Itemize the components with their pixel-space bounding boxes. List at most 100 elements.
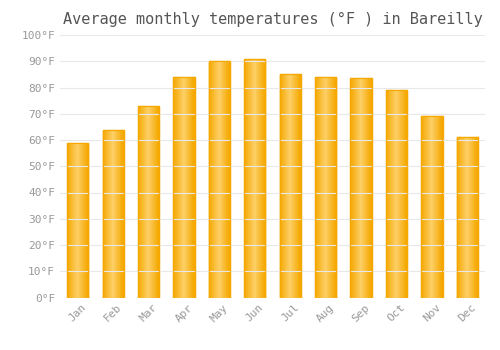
Bar xyxy=(118,130,119,298)
Bar xyxy=(142,106,143,298)
Bar xyxy=(259,58,260,298)
Bar xyxy=(325,77,326,298)
Bar xyxy=(394,90,395,298)
Bar xyxy=(103,130,104,298)
Bar xyxy=(186,77,187,298)
Bar xyxy=(184,77,186,298)
Bar xyxy=(300,75,301,298)
Bar xyxy=(212,61,213,298)
Bar xyxy=(323,77,324,298)
Bar xyxy=(292,75,293,298)
Bar xyxy=(256,58,257,298)
Bar xyxy=(76,143,77,298)
Bar xyxy=(182,77,184,298)
Bar xyxy=(430,116,431,298)
Bar xyxy=(109,130,110,298)
Bar xyxy=(386,90,388,298)
Bar xyxy=(315,77,336,298)
Bar xyxy=(138,106,140,298)
Bar xyxy=(120,130,121,298)
Bar xyxy=(114,130,116,298)
Bar xyxy=(248,58,249,298)
Bar xyxy=(254,58,255,298)
Bar xyxy=(402,90,403,298)
Bar xyxy=(465,137,466,298)
Bar xyxy=(102,130,124,298)
Bar xyxy=(123,130,124,298)
Bar xyxy=(360,78,361,298)
Bar xyxy=(153,106,154,298)
Bar xyxy=(290,75,291,298)
Bar xyxy=(361,78,362,298)
Bar xyxy=(144,106,145,298)
Bar xyxy=(461,137,462,298)
Bar xyxy=(282,75,283,298)
Bar xyxy=(215,61,216,298)
Bar xyxy=(468,137,469,298)
Bar xyxy=(330,77,332,298)
Bar xyxy=(362,78,363,298)
Bar xyxy=(225,61,226,298)
Bar xyxy=(334,77,335,298)
Bar xyxy=(328,77,329,298)
Bar xyxy=(284,75,286,298)
Bar xyxy=(73,143,74,298)
Bar xyxy=(176,77,177,298)
Bar xyxy=(188,77,189,298)
Bar xyxy=(404,90,405,298)
Bar xyxy=(357,78,358,298)
Bar xyxy=(104,130,106,298)
Bar xyxy=(178,77,179,298)
Bar xyxy=(67,143,68,298)
Bar xyxy=(261,58,262,298)
Bar xyxy=(428,116,429,298)
Bar xyxy=(260,58,261,298)
Bar xyxy=(224,61,225,298)
Bar xyxy=(68,143,69,298)
Bar xyxy=(398,90,400,298)
Bar xyxy=(211,61,212,298)
Bar xyxy=(112,130,113,298)
Bar xyxy=(475,137,476,298)
Bar xyxy=(353,78,354,298)
Bar xyxy=(425,116,426,298)
Bar xyxy=(388,90,390,298)
Bar xyxy=(258,58,259,298)
Bar xyxy=(350,78,372,298)
Bar xyxy=(466,137,468,298)
Bar xyxy=(473,137,474,298)
Bar xyxy=(181,77,182,298)
Bar xyxy=(108,130,109,298)
Bar xyxy=(397,90,398,298)
Bar xyxy=(280,75,281,298)
Bar xyxy=(187,77,188,298)
Bar xyxy=(393,90,394,298)
Bar xyxy=(75,143,76,298)
Bar xyxy=(441,116,442,298)
Bar xyxy=(74,143,75,298)
Bar xyxy=(146,106,147,298)
Bar xyxy=(79,143,80,298)
Bar xyxy=(250,58,252,298)
Bar xyxy=(70,143,72,298)
Bar xyxy=(67,143,88,298)
Bar xyxy=(364,78,366,298)
Bar xyxy=(122,130,123,298)
Bar xyxy=(245,58,246,298)
Bar xyxy=(87,143,88,298)
Bar xyxy=(283,75,284,298)
Bar xyxy=(246,58,247,298)
Bar xyxy=(421,116,442,298)
Bar xyxy=(116,130,117,298)
Bar xyxy=(193,77,194,298)
Bar xyxy=(244,58,266,298)
Bar xyxy=(427,116,428,298)
Bar xyxy=(458,137,459,298)
Bar xyxy=(257,58,258,298)
Bar xyxy=(392,90,393,298)
Bar xyxy=(440,116,441,298)
Bar xyxy=(175,77,176,298)
Bar xyxy=(288,75,289,298)
Bar xyxy=(252,58,254,298)
Bar xyxy=(179,77,180,298)
